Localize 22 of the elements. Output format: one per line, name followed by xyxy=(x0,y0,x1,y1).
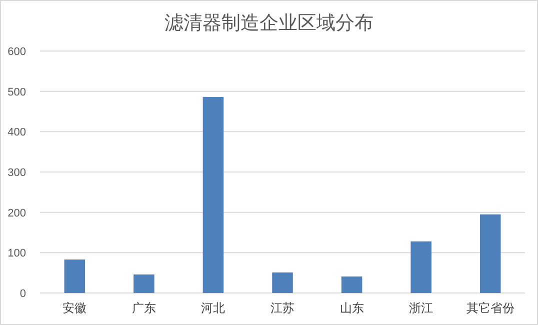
x-tick-label: 其它省份 xyxy=(466,301,514,315)
x-tick-label: 安徽 xyxy=(62,301,87,315)
y-tick-label: 100 xyxy=(8,248,26,260)
x-tick-label: 江苏 xyxy=(270,301,294,315)
bar xyxy=(410,241,432,293)
chart-title: 滤清器制造企业区域分布 xyxy=(164,13,374,34)
bar xyxy=(134,274,154,293)
y-tick-label: 600 xyxy=(8,46,26,58)
bar xyxy=(202,96,224,293)
y-tick-label: 400 xyxy=(8,126,26,139)
x-tick-label: 山东 xyxy=(340,301,364,315)
bar xyxy=(64,260,86,293)
y-tick-label: 300 xyxy=(8,167,26,179)
x-tick-label: 河北 xyxy=(201,301,226,315)
y-tick-label: 200 xyxy=(8,207,26,220)
bar xyxy=(272,272,293,293)
bar xyxy=(341,276,362,293)
bar xyxy=(480,214,501,293)
y-tick-label: 0 xyxy=(20,288,26,300)
x-tick-label: 浙江 xyxy=(409,301,434,315)
y-tick-label: 500 xyxy=(8,86,26,98)
x-tick-label: 广东 xyxy=(132,301,156,315)
